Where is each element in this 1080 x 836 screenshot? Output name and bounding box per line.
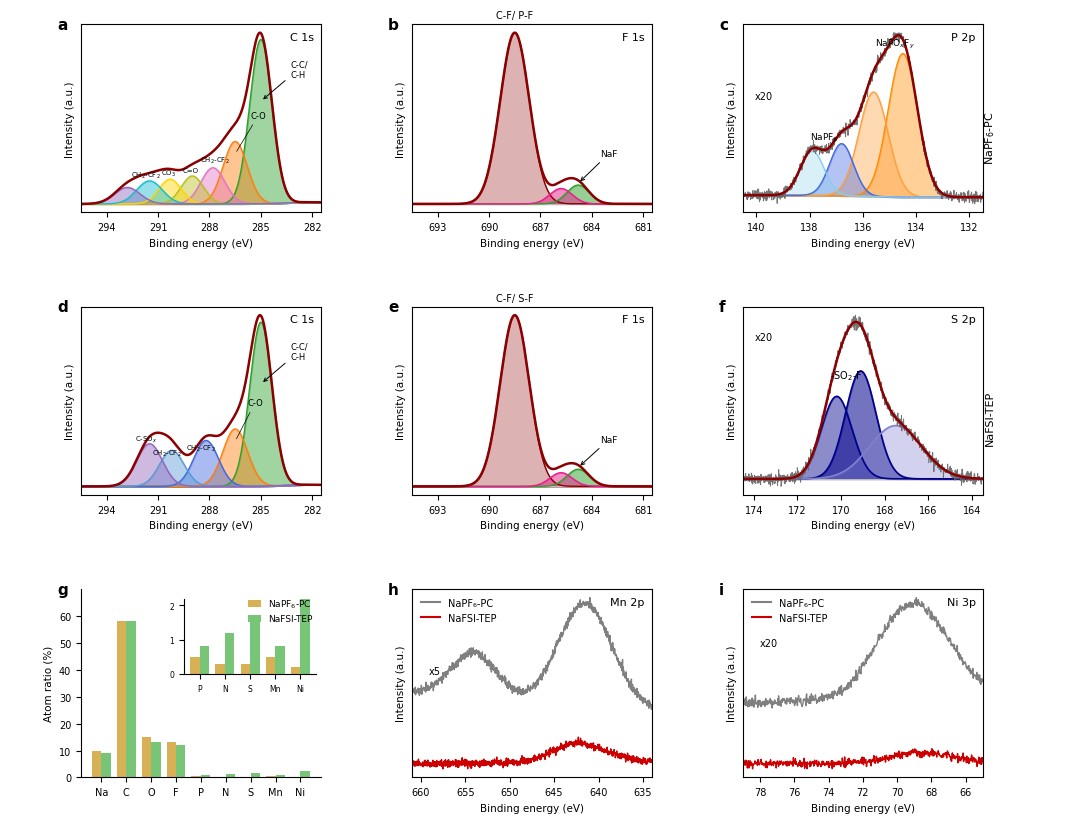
Bar [151, 742, 161, 777]
Legend: NaPF₆-PC, NaFSI-TEP: NaPF₆-PC, NaFSI-TEP [747, 594, 832, 627]
Text: P 2p: P 2p [951, 33, 975, 43]
Text: Mn 2p: Mn 2p [610, 597, 645, 607]
Y-axis label: Atom ratio (%): Atom ratio (%) [43, 645, 53, 721]
Bar [266, 776, 275, 777]
Text: -SO$_2$-F: -SO$_2$-F [831, 370, 863, 383]
Y-axis label: Intensity (a.u.): Intensity (a.u.) [728, 363, 738, 440]
Text: C-C/
C-H: C-C/ C-H [264, 60, 308, 99]
Text: CH$_2$-CF$_2$: CH$_2$-CF$_2$ [132, 171, 161, 181]
Text: g: g [57, 582, 68, 597]
X-axis label: Binding energy (eV): Binding energy (eV) [480, 521, 584, 531]
Legend: NaPF₆-PC, NaFSI-TEP: NaPF₆-PC, NaFSI-TEP [417, 594, 500, 627]
Bar [226, 774, 235, 777]
Text: x20: x20 [759, 638, 778, 648]
Text: NaF: NaF [581, 150, 618, 181]
Text: CO$_3$: CO$_3$ [161, 169, 176, 179]
Text: x20: x20 [755, 333, 773, 343]
X-axis label: Binding energy (eV): Binding energy (eV) [149, 521, 253, 531]
X-axis label: Binding energy (eV): Binding energy (eV) [811, 238, 915, 248]
Text: h: h [388, 582, 399, 597]
Bar [117, 622, 126, 777]
Text: x20: x20 [755, 92, 773, 102]
Bar [300, 771, 310, 777]
Bar [92, 751, 102, 777]
X-axis label: Binding energy (eV): Binding energy (eV) [811, 521, 915, 531]
Text: NaF: NaF [581, 436, 618, 466]
Text: C=O: C=O [183, 168, 199, 174]
Text: C 1s: C 1s [289, 314, 313, 324]
X-axis label: Binding energy (eV): Binding energy (eV) [480, 238, 584, 248]
Text: f: f [719, 299, 726, 314]
Text: CH$_2$-CF$_2$: CH$_2$-CF$_2$ [200, 155, 229, 166]
Text: CH$_2$-CF$_2$: CH$_2$-CF$_2$ [186, 443, 216, 453]
X-axis label: Binding energy (eV): Binding energy (eV) [811, 803, 915, 813]
Bar [166, 742, 176, 777]
Bar [251, 773, 260, 777]
Y-axis label: Intensity (a.u.): Intensity (a.u.) [396, 363, 406, 440]
Text: c: c [719, 18, 728, 33]
Bar [141, 737, 151, 777]
Text: i: i [719, 582, 724, 597]
Bar [275, 775, 285, 777]
Text: C 1s: C 1s [289, 33, 313, 43]
Text: NaPF$_6$-PC: NaPF$_6$-PC [984, 111, 997, 165]
Text: C-O: C-O [237, 399, 262, 439]
Text: CH$_2$-CF$_2$: CH$_2$-CF$_2$ [152, 448, 181, 458]
Y-axis label: Intensity (a.u.): Intensity (a.u.) [396, 645, 406, 721]
Text: x5: x5 [429, 666, 441, 676]
Text: e: e [388, 299, 399, 314]
Y-axis label: Intensity (a.u.): Intensity (a.u.) [66, 81, 76, 157]
Text: F 1s: F 1s [622, 33, 645, 43]
Text: C-SO$_x$: C-SO$_x$ [135, 435, 158, 445]
Text: C-F/ S-F: C-F/ S-F [496, 293, 534, 303]
Text: a: a [57, 18, 67, 33]
Bar [191, 776, 201, 777]
Text: NaPF$_6$: NaPF$_6$ [810, 131, 838, 144]
Text: b: b [388, 18, 399, 33]
Bar [201, 775, 211, 777]
Text: S 2p: S 2p [950, 314, 975, 324]
Text: d: d [57, 299, 68, 314]
Bar [176, 745, 186, 777]
X-axis label: Binding energy (eV): Binding energy (eV) [149, 238, 253, 248]
Y-axis label: Intensity (a.u.): Intensity (a.u.) [728, 645, 738, 721]
Legend: NaPF$_6$-PC, NaFSI-TEP: NaPF$_6$-PC, NaFSI-TEP [244, 594, 316, 627]
Bar [102, 753, 111, 777]
Bar [126, 622, 136, 777]
Text: C-F/ P-F: C-F/ P-F [496, 12, 534, 22]
Text: NaPO$_x$F$_y$: NaPO$_x$F$_y$ [875, 38, 915, 51]
Text: NaFSI-TEP: NaFSI-TEP [985, 390, 996, 446]
Text: C-O: C-O [237, 111, 267, 152]
Text: C-C/
C-H: C-C/ C-H [264, 343, 308, 382]
Y-axis label: Intensity (a.u.): Intensity (a.u.) [66, 363, 76, 440]
Text: Ni 3p: Ni 3p [946, 597, 975, 607]
X-axis label: Binding energy (eV): Binding energy (eV) [480, 803, 584, 813]
Y-axis label: Intensity (a.u.): Intensity (a.u.) [728, 81, 738, 157]
Text: F 1s: F 1s [622, 314, 645, 324]
Y-axis label: Intensity (a.u.): Intensity (a.u.) [396, 81, 406, 157]
